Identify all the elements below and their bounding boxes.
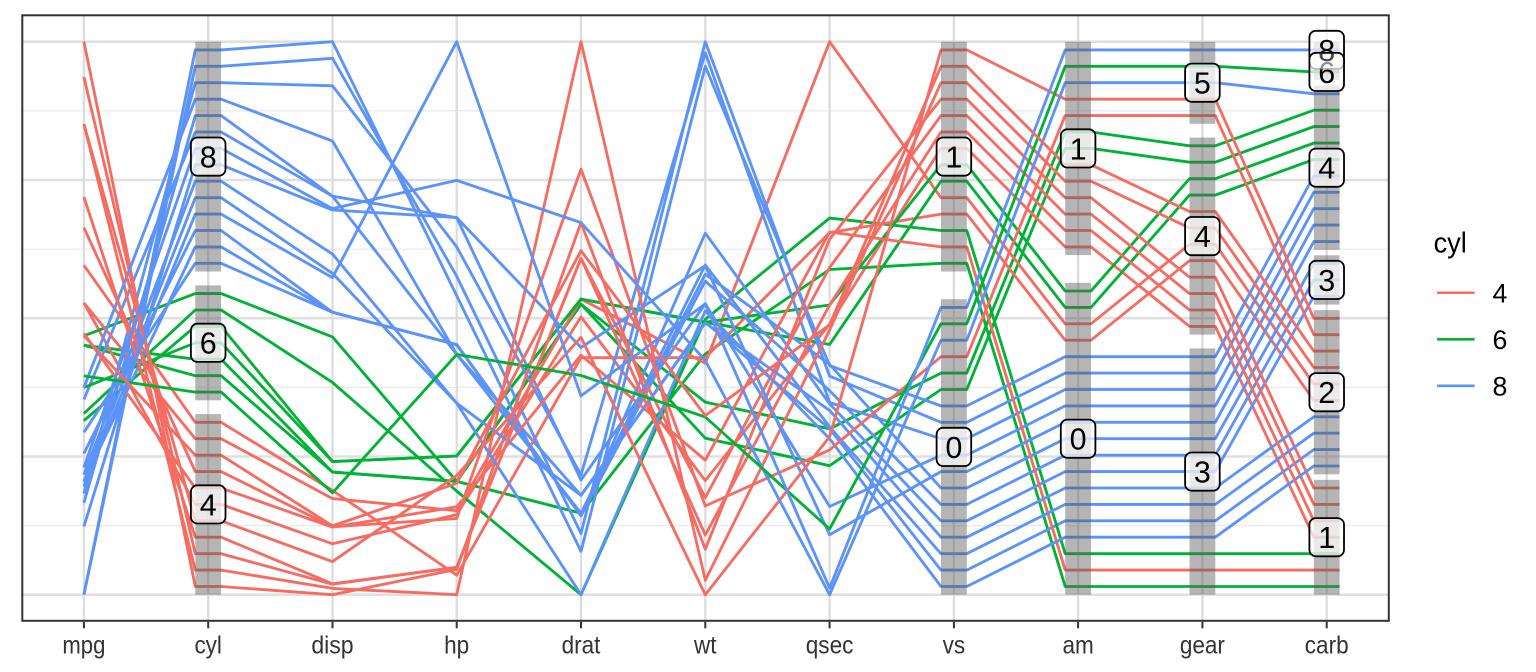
svg-text:3: 3 — [1318, 264, 1335, 298]
svg-text:1: 1 — [945, 141, 962, 175]
svg-text:qsec: qsec — [806, 631, 854, 659]
svg-text:wt: wt — [693, 631, 716, 659]
svg-text:3: 3 — [1194, 456, 1211, 490]
svg-text:1: 1 — [1070, 132, 1087, 166]
svg-text:am: am — [1062, 631, 1093, 659]
svg-text:8: 8 — [200, 141, 217, 175]
svg-text:4: 4 — [1194, 220, 1211, 254]
svg-text:5: 5 — [1194, 67, 1211, 101]
svg-text:hp: hp — [444, 631, 469, 659]
svg-text:mpg: mpg — [62, 631, 105, 659]
svg-text:1: 1 — [1318, 521, 1335, 555]
svg-text:6: 6 — [200, 327, 217, 361]
svg-text:gear: gear — [1180, 631, 1225, 659]
svg-text:4: 4 — [1493, 278, 1508, 308]
svg-text:0: 0 — [1070, 423, 1087, 457]
svg-text:disp: disp — [311, 631, 353, 659]
svg-text:6: 6 — [1318, 56, 1335, 90]
svg-text:6: 6 — [1493, 325, 1508, 355]
svg-text:2: 2 — [1318, 376, 1335, 410]
svg-text:cyl: cyl — [194, 631, 222, 659]
svg-text:4: 4 — [1318, 152, 1335, 186]
svg-text:4: 4 — [200, 488, 217, 522]
svg-text:drat: drat — [562, 631, 601, 659]
svg-text:8: 8 — [1493, 371, 1508, 401]
svg-text:cyl: cyl — [1434, 227, 1467, 259]
svg-text:8: 8 — [1318, 34, 1335, 68]
svg-text:carb: carb — [1305, 631, 1349, 659]
svg-text:0: 0 — [945, 431, 962, 465]
svg-text:vs: vs — [943, 631, 966, 659]
